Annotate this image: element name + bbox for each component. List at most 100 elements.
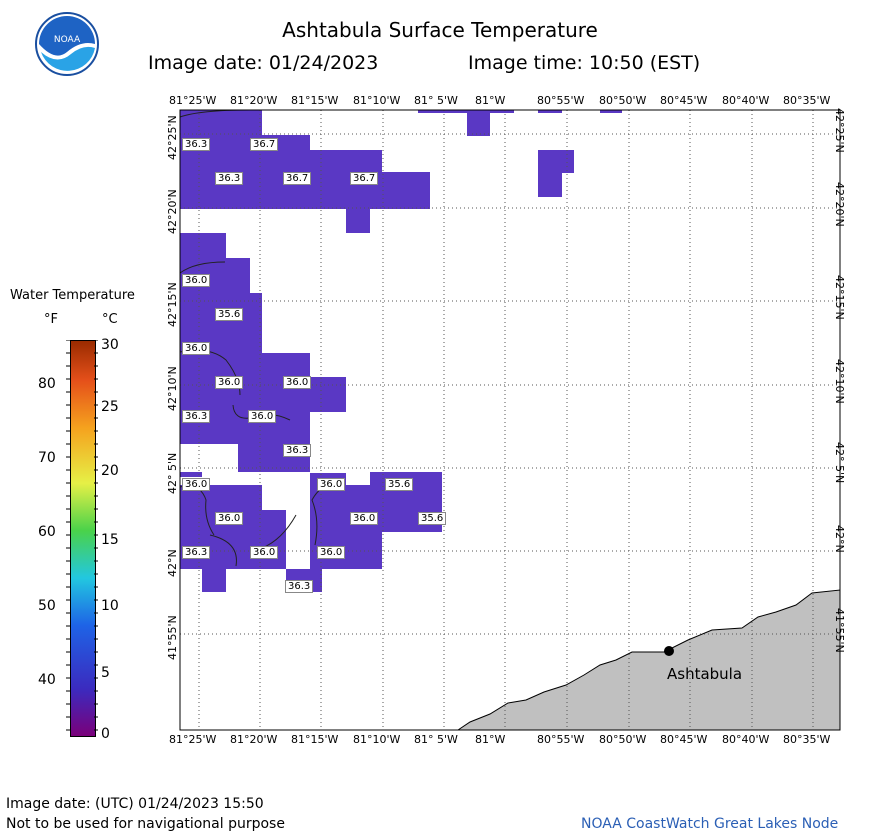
temperature-label: 36.0	[182, 478, 211, 491]
water-layer	[180, 110, 622, 592]
water-cell	[538, 172, 562, 197]
lat-label-left: 42°20'N	[166, 189, 179, 234]
legend-unit-f: °F	[44, 312, 58, 327]
legend-title: Water Temperature	[10, 288, 135, 303]
legend-c-label: 5	[101, 665, 110, 681]
temperature-label: 36.3	[182, 410, 211, 423]
map-title: Ashtabula Surface Temperature	[282, 18, 598, 42]
land-shore	[456, 589, 841, 731]
legend-c-label: 30	[101, 337, 119, 353]
svg-text:NOAA: NOAA	[54, 35, 81, 45]
legend-f-label: 80	[38, 376, 56, 392]
legend-unit-c: °C	[102, 312, 118, 327]
temperature-label: 36.0	[215, 376, 244, 389]
image-time: Image time: 10:50 (EST)	[468, 52, 701, 74]
lon-label-bottom: 81° 5'W	[414, 733, 458, 746]
lat-label-right: 42°20'N	[833, 182, 846, 227]
water-cell	[346, 209, 370, 233]
image-date: Image date: 01/24/2023	[148, 52, 379, 74]
lon-label-bottom: 81°15'W	[291, 733, 339, 746]
lon-label-top: 80°55'W	[537, 94, 585, 107]
water-cell	[202, 569, 226, 592]
lon-label-bottom: 80°45'W	[660, 733, 708, 746]
city-marker	[664, 646, 674, 656]
noaa-logo: NOAA	[35, 12, 99, 76]
temperature-label: 36.3	[285, 580, 314, 593]
legend-c-label: 0	[101, 726, 110, 742]
water-cell	[180, 472, 202, 477]
lat-label-right: 42°25'N	[833, 108, 846, 153]
water-cell	[180, 233, 226, 258]
legend-c-label: 10	[101, 598, 119, 614]
temperature-label: 35.6	[418, 512, 447, 525]
lon-label-top: 81°10'W	[353, 94, 401, 107]
water-cell	[358, 545, 382, 569]
temperature-label: 36.7	[283, 172, 312, 185]
legend-c-label: 15	[101, 532, 119, 548]
temperature-label: 36.0	[250, 546, 279, 559]
temperature-label: 36.0	[317, 546, 346, 559]
temperature-label: 36.7	[250, 138, 279, 151]
lat-label-right: 42°10'N	[833, 359, 846, 404]
water-cell	[467, 110, 490, 136]
lon-label-top: 81°20'W	[230, 94, 278, 107]
water-cell	[538, 110, 562, 113]
temperature-label: 36.0	[283, 376, 312, 389]
lat-label-left: 41°55'N	[166, 615, 179, 660]
lon-label-top: 80°50'W	[599, 94, 647, 107]
lon-label-bottom: 80°55'W	[537, 733, 585, 746]
lon-label-bottom: 81°25'W	[169, 733, 217, 746]
water-cell	[180, 377, 346, 412]
lon-label-bottom: 80°50'W	[599, 733, 647, 746]
lon-label-bottom: 80°35'W	[783, 733, 831, 746]
temperature-label: 36.7	[350, 172, 379, 185]
lon-label-top: 81°15'W	[291, 94, 339, 107]
lat-label-right: 42°15'N	[833, 275, 846, 320]
footer-utc-date: Image date: (UTC) 01/24/2023 15:50	[6, 796, 264, 812]
city-label: Ashtabula	[667, 665, 743, 683]
legend-f-label: 60	[38, 524, 56, 540]
legend-ticks	[66, 340, 98, 731]
lat-label-right: 42° 5'N	[833, 442, 846, 484]
water-cell	[180, 353, 310, 377]
temperature-label: 36.0	[182, 274, 211, 287]
temperature-label: 36.0	[317, 478, 346, 491]
color-scale-bar	[70, 340, 96, 737]
water-cell	[418, 110, 514, 113]
footer-credit: NOAA CoastWatch Great Lakes Node	[581, 816, 839, 832]
temperature-label: 36.0	[350, 512, 379, 525]
temperature-label: 36.0	[182, 342, 211, 355]
temperature-label: 36.3	[182, 138, 211, 151]
legend-f-label: 70	[38, 450, 56, 466]
lat-label-left: 42°10'N	[166, 366, 179, 411]
lat-label-right: 42°N	[833, 525, 846, 553]
lon-label-top: 81° 5'W	[414, 94, 458, 107]
legend-f-label: 40	[38, 672, 56, 688]
lon-label-bottom: 81°20'W	[230, 733, 278, 746]
lat-label-left: 42°25'N	[166, 115, 179, 160]
lon-label-top: 80°45'W	[660, 94, 708, 107]
lat-label-left: 42°15'N	[166, 282, 179, 327]
legend-c-label: 25	[101, 399, 119, 415]
lon-label-top: 80°35'W	[783, 94, 831, 107]
lon-label-top: 81°W	[475, 94, 506, 107]
grid-layer	[180, 110, 840, 730]
lon-label-bottom: 80°40'W	[722, 733, 770, 746]
footer-disclaimer: Not to be used for navigational purpose	[6, 816, 285, 832]
lat-label-right: 41°55'N	[833, 608, 846, 653]
water-cell	[600, 110, 622, 113]
water-cell	[180, 110, 262, 135]
temperature-label: 36.0	[215, 512, 244, 525]
water-cell	[538, 150, 574, 173]
lon-label-bottom: 81°10'W	[353, 733, 401, 746]
temperature-label: 35.6	[215, 308, 244, 321]
legend-f-label: 50	[38, 598, 56, 614]
water-cell	[262, 510, 286, 569]
temperature-label: 36.0	[248, 410, 277, 423]
map-frame	[179, 109, 841, 731]
legend-c-label: 20	[101, 463, 119, 479]
temperature-label: 36.3	[182, 546, 211, 559]
lon-label-top: 80°40'W	[722, 94, 770, 107]
temperature-label: 36.3	[215, 172, 244, 185]
